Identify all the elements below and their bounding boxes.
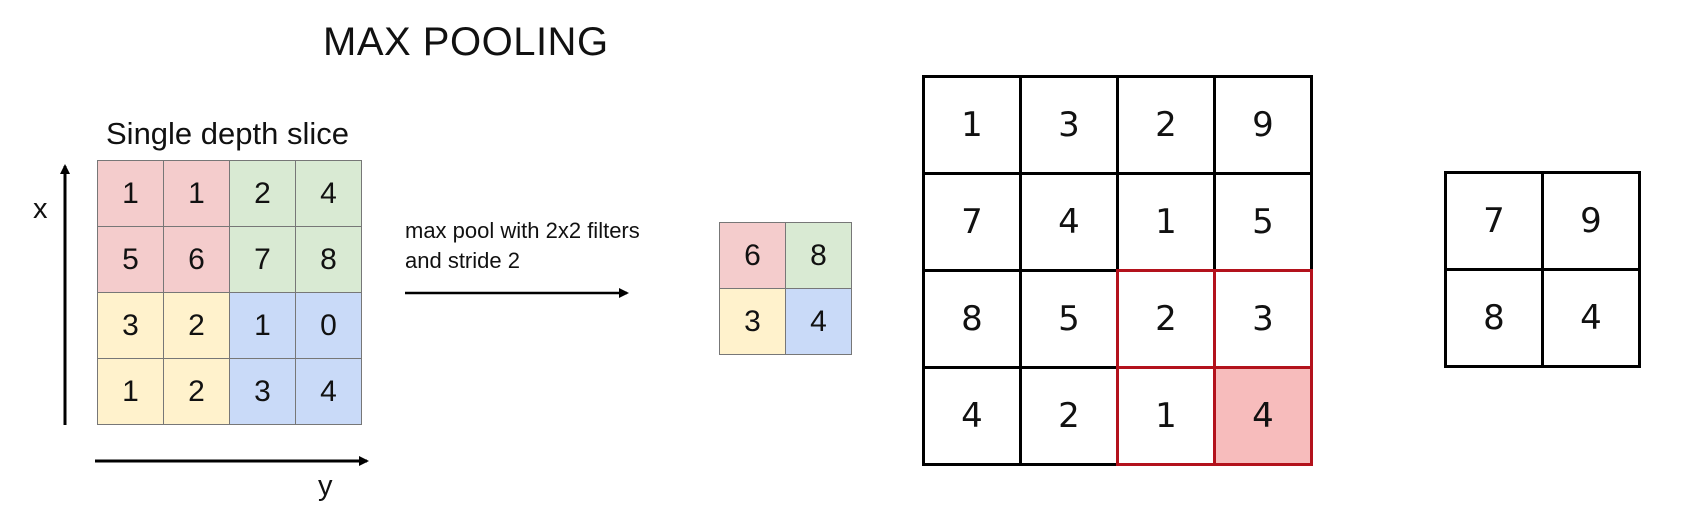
- y-axis-label: y: [318, 470, 333, 502]
- input-grid-cell: 0: [296, 293, 362, 359]
- input-grid-cell: 6: [164, 227, 230, 293]
- output-grid-cell: 3: [720, 289, 786, 355]
- output-grid-cell: 4: [786, 289, 852, 355]
- example-grid-cell: 3: [1216, 272, 1313, 369]
- result-grid-cell: 4: [1544, 271, 1641, 368]
- input-grid-cell: 3: [230, 359, 296, 425]
- example-grid-cell: 2: [1022, 369, 1119, 466]
- input-grid-cell: 2: [164, 359, 230, 425]
- input-subtitle: Single depth slice: [106, 116, 349, 151]
- output-grid-cell: 8: [786, 223, 852, 289]
- example-grid-cell: 8: [925, 272, 1022, 369]
- example-grid-cell: 1: [1119, 175, 1216, 272]
- result-grid-cell: 8: [1447, 271, 1544, 368]
- example-grid-cell: 5: [1216, 175, 1313, 272]
- example-grid-max-cell: 4: [1216, 369, 1313, 466]
- example-grid-cell: 3: [1022, 78, 1119, 175]
- example-grid-cell: 4: [925, 369, 1022, 466]
- example-grid-cell: 2: [1119, 78, 1216, 175]
- input-grid-cell: 7: [230, 227, 296, 293]
- operation-line-2: and stride 2: [405, 248, 520, 273]
- input-grid-cell: 2: [164, 293, 230, 359]
- input-grid-cell: 1: [98, 161, 164, 227]
- input-grid-cell: 4: [296, 359, 362, 425]
- input-grid-cell: 2: [230, 161, 296, 227]
- x-axis-label: x: [33, 193, 48, 225]
- input-grid-cell: 1: [230, 293, 296, 359]
- result-grid-cell: 9: [1544, 174, 1641, 271]
- input-grid-cell: 3: [98, 293, 164, 359]
- input-grid-cell: 1: [164, 161, 230, 227]
- input-grid-cell: 1: [98, 359, 164, 425]
- operation-line-1: max pool with 2x2 filters: [405, 218, 640, 243]
- output-grid-cell: 6: [720, 223, 786, 289]
- example-grid-cell: 9: [1216, 78, 1313, 175]
- input-grid-cell: 8: [296, 227, 362, 293]
- example-grid-cell: 4: [1022, 175, 1119, 272]
- example-grid-cell: 5: [1022, 272, 1119, 369]
- diagram-title: MAX POOLING: [323, 20, 609, 64]
- input-grid-cell: 5: [98, 227, 164, 293]
- example-grid-cell: 1: [1119, 369, 1216, 466]
- input-grid-cell: 4: [296, 161, 362, 227]
- operation-label: max pool with 2x2 filters and stride 2: [405, 216, 640, 276]
- example-grid-cell: 7: [925, 175, 1022, 272]
- example-grid-cell: 2: [1119, 272, 1216, 369]
- result-grid-cell: 7: [1447, 174, 1544, 271]
- example-grid-cell: 1: [925, 78, 1022, 175]
